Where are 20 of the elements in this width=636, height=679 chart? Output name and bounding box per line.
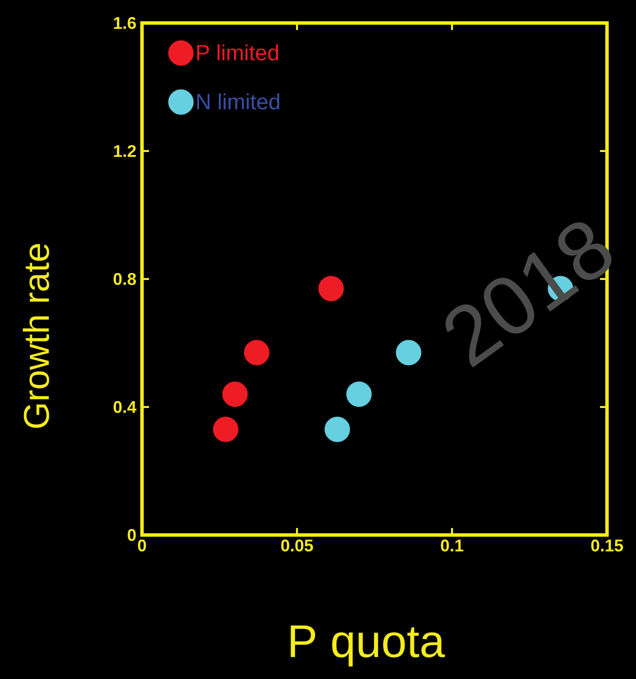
legend-label: N limited bbox=[197, 93, 280, 110]
x-tick-label: 0 bbox=[138, 540, 146, 552]
y-tick-label: 0 bbox=[128, 528, 136, 541]
y-tick-label: 0.8 bbox=[114, 272, 136, 285]
point bbox=[324, 416, 350, 442]
y-tick-label: 1.6 bbox=[114, 16, 136, 29]
point bbox=[213, 416, 238, 442]
x-axis-title: P quota bbox=[290, 625, 445, 667]
point bbox=[222, 381, 248, 407]
point bbox=[318, 276, 344, 302]
y-tick-label: 1.2 bbox=[114, 145, 136, 157]
point bbox=[244, 340, 270, 366]
x-tick-label: 0.15 bbox=[591, 540, 624, 552]
point bbox=[396, 340, 422, 366]
x-tick-label: 0.05 bbox=[281, 540, 314, 552]
legend-label: P limited bbox=[197, 44, 278, 60]
x-tick-label: 0.1 bbox=[440, 540, 464, 552]
point bbox=[346, 381, 372, 407]
y-tick-label: 0.4 bbox=[114, 400, 136, 413]
y-axis-title: Growth rate bbox=[22, 244, 50, 428]
